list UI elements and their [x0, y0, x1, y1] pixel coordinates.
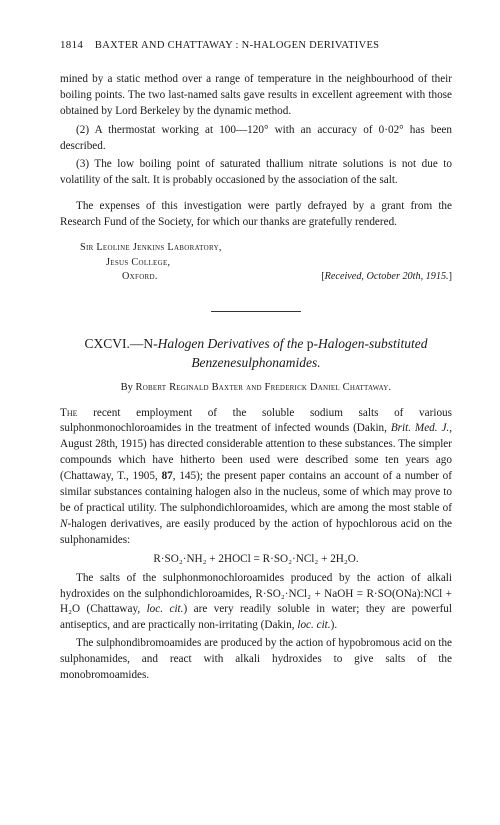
affiliation-line-1: Sir Leoline Jenkins Laboratory,	[60, 241, 452, 255]
section-divider	[211, 311, 301, 312]
authors: Robert Reginald Baxter and Frederick Dan…	[136, 382, 392, 393]
numbered-paragraph-3: (3) The low boiling point of saturated t…	[60, 157, 452, 189]
title-prefix-n: N-	[143, 336, 157, 351]
body-paragraph-2: The salts of the sulphonmonochloroamides…	[60, 571, 452, 635]
running-title: BAXTER AND CHATTAWAY : N-HALOGEN DERIVAT…	[95, 40, 379, 51]
title-prefix-p: p-	[307, 336, 318, 351]
volume-bold: 87	[162, 470, 173, 482]
signature-block: Sir Leoline Jenkins Laboratory, Jesus Co…	[60, 241, 452, 284]
page-number: 1814	[60, 39, 83, 51]
page-container: 1814 BAXTER AND CHATTAWAY : N-HALOGEN DE…	[0, 0, 500, 716]
title-part-a: Halogen Derivatives of the	[158, 336, 307, 351]
loc-cit-2: loc. cit.	[297, 619, 330, 631]
body-paragraph-3: The sulphondibromoamides are produced by…	[60, 636, 452, 684]
affiliation-row: Oxford. [Received, October 20th, 1915.]	[60, 270, 452, 284]
dropcap-word: The	[60, 407, 78, 419]
body1-text-d: -halogen derivatives, are easily produce…	[60, 518, 452, 546]
acknowledgement-paragraph: The expenses of this investigation were …	[60, 199, 452, 231]
article-title: CXCVI.—N-Halogen Derivatives of the p-Ha…	[70, 334, 442, 373]
date-received: [Received, October 20th, 1915.]	[321, 270, 452, 284]
chemical-equation-1: R·SO₂·NH₂ + 2HOCl = R·SO₂·NCl₂ + 2H₂O.	[60, 552, 452, 568]
journal-cite: Brit. Med. J.	[391, 422, 449, 434]
body-paragraph-1: The recent employment of the soluble sod…	[60, 406, 452, 549]
body2-text-c: ).	[331, 619, 338, 631]
loc-cit-1: loc. cit.	[147, 603, 184, 615]
byline: By Robert Reginald Baxter and Frederick …	[60, 381, 452, 396]
continuation-paragraph: mined by a static method over a range of…	[60, 72, 452, 120]
title-number: CXCVI.—	[84, 336, 143, 351]
numbered-paragraph-2: (2) A thermostat working at 100—120° wit…	[60, 123, 452, 155]
running-header: 1814 BAXTER AND CHATTAWAY : N-HALOGEN DE…	[60, 38, 452, 54]
date-received-text: Received, October 20th, 1915.	[325, 271, 449, 282]
by-label: By	[121, 382, 136, 393]
affiliation-line-3: Oxford.	[60, 270, 158, 284]
affiliation-line-2: Jesus College,	[60, 256, 452, 270]
